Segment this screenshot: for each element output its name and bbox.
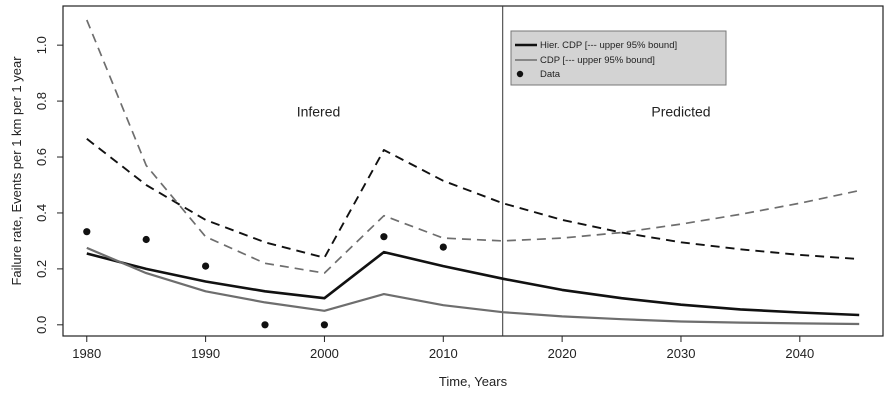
data-point (261, 321, 269, 329)
data-point (380, 233, 388, 241)
y-tick-label: 0.0 (34, 316, 49, 334)
legend-box (510, 30, 727, 86)
x-tick-label: 2000 (310, 346, 339, 361)
x-tick-label: 2030 (667, 346, 696, 361)
x-tick-label: 1990 (191, 346, 220, 361)
series-line-hier-upper (86, 138, 860, 261)
data-point (202, 262, 210, 270)
legend-data-point (516, 70, 524, 78)
y-axis-title: Failure rate, Events per 1 km per 1 year (9, 56, 24, 286)
series-line-cdp (86, 246, 860, 326)
y-tick-label: 0.4 (34, 204, 49, 222)
series-line-cdp-upper (86, 19, 860, 274)
legend-hier-label: Hier. CDP [--- upper 95% bound] (540, 40, 677, 51)
legend: Hier. CDP [--- upper 95% bound] CDP [---… (510, 30, 727, 86)
x-tick-label: 2020 (548, 346, 577, 361)
series-line-hier (86, 250, 860, 317)
x-tick-label: 2010 (429, 346, 458, 361)
x-axis-title: Time, Years (439, 374, 508, 389)
data-point (83, 228, 91, 236)
data-point (142, 235, 150, 244)
x-tick-label: 2040 (785, 346, 814, 361)
plot-frame (62, 5, 884, 337)
y-tick-label: 0.6 (34, 148, 49, 166)
region-label: Infered (297, 103, 341, 119)
data-point (439, 243, 447, 251)
y-tick-label: 0.2 (34, 260, 49, 278)
y-tick-label: 1.0 (34, 36, 49, 54)
x-tick-label: 1980 (72, 346, 101, 361)
data-point (320, 321, 328, 329)
y-tick-label: 0.8 (34, 92, 49, 110)
legend-data-label: Data (540, 69, 561, 80)
legend-cdp-label: CDP [--- upper 95% bound] (540, 55, 655, 66)
region-label: Predicted (651, 103, 710, 119)
